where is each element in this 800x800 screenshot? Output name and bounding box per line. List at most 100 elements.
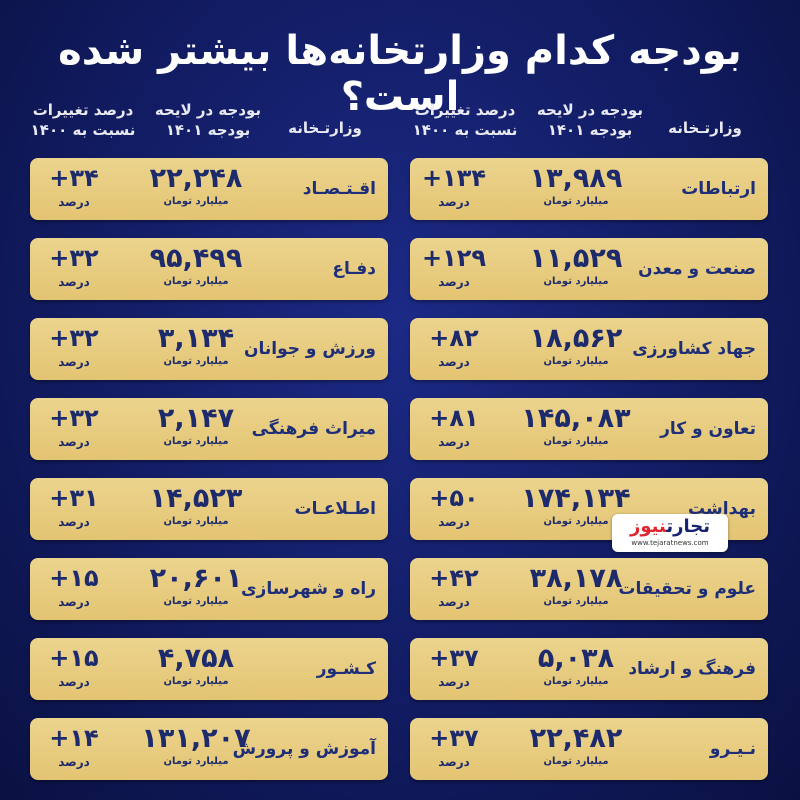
table-row: نـیـرو ۲۲,۴۸۲ میلیارد تومان +۳۷ درصد — [410, 718, 768, 780]
change-unit: درصد — [58, 595, 90, 609]
change-unit: درصد — [438, 515, 470, 529]
table-row: آموزش و پرورش ۱۳۱,۲۰۷ میلیارد تومان +۱۴ درصد — [30, 718, 388, 780]
budget-unit: میلیارد تومان — [163, 276, 229, 287]
change-unit: درصد — [58, 195, 90, 209]
ministry-name: نـیـرو — [709, 739, 756, 759]
header-budget-right: بودجه در لایحه بودجه ۱۴۰۱ — [536, 101, 644, 139]
change-value: +۳۱ — [49, 484, 99, 512]
change-unit: درصد — [58, 675, 90, 689]
logo-url: www.tejaratnews.com — [631, 539, 709, 547]
budget-value: ۲۰,۶۰۱ — [149, 563, 243, 594]
budget-value: ۱۸,۵۶۲ — [529, 323, 623, 354]
ministry-name: تعاون و کار — [660, 419, 756, 439]
change-value: +۱۴ — [49, 724, 99, 752]
budget-value: ۴,۷۵۸ — [157, 643, 235, 674]
table-row: جهاد کشاورزی ۱۸,۵۶۲ میلیارد تومان +۸۲ درصد — [410, 318, 768, 380]
budget-unit: میلیارد تومان — [163, 436, 229, 447]
ministry-name: اقـتـصـاد — [302, 179, 376, 199]
change-unit: درصد — [438, 675, 470, 689]
budget-value: ۱۳,۹۸۹ — [529, 163, 623, 194]
change-unit: درصد — [438, 595, 470, 609]
budget-value: ۳۸,۱۷۸ — [529, 563, 623, 594]
ministry-name: دفـاع — [332, 259, 376, 279]
table-row: دفـاع ۹۵,۴۹۹ میلیارد تومان +۳۲ درصد — [30, 238, 388, 300]
change-unit: درصد — [438, 275, 470, 289]
budget-unit: میلیارد تومان — [543, 516, 609, 527]
ministry-name: اطـلاعـات — [294, 499, 376, 519]
change-value: +۳۲ — [49, 404, 99, 432]
change-value: +۴۲ — [429, 564, 479, 592]
budget-unit: میلیارد تومان — [543, 196, 609, 207]
header-change-right: درصد تغییرات نسبت به ۱۴۰۰ — [412, 101, 518, 139]
budget-unit: میلیارد تومان — [163, 756, 229, 767]
change-value: +۵۰ — [429, 484, 479, 512]
budget-unit: میلیارد تومان — [543, 356, 609, 367]
budget-value: ۲۲,۲۴۸ — [149, 163, 243, 194]
table-row: ارتباطات ۱۳,۹۸۹ میلیارد تومان +۱۳۴ درصد — [410, 158, 768, 220]
budget-unit: میلیارد تومان — [543, 276, 609, 287]
budget-value: ۵,۰۳۸ — [537, 643, 615, 674]
budget-unit: میلیارد تومان — [543, 596, 609, 607]
change-unit: درصد — [58, 435, 90, 449]
change-unit: درصد — [438, 435, 470, 449]
table-row: راه و شهرسازی ۲۰,۶۰۱ میلیارد تومان +۱۵ درصد — [30, 558, 388, 620]
budget-unit: میلیارد تومان — [163, 356, 229, 367]
header-change-left: درصد تغییرات نسبت به ۱۴۰۰ — [30, 101, 136, 139]
budget-value: ۳,۱۳۴ — [157, 323, 235, 354]
change-value: +۱۳۴ — [421, 164, 487, 192]
ministry-name: صنعت و معدن — [638, 259, 756, 279]
header-budget-left: بودجه در لایحه بودجه ۱۴۰۱ — [154, 101, 262, 139]
budget-unit: میلیارد تومان — [163, 676, 229, 687]
ministry-name: علوم و تحقیقات — [618, 579, 756, 599]
change-unit: درصد — [438, 195, 470, 209]
table-row: صنعت و معدن ۱۱,۵۲۹ میلیارد تومان +۱۲۹ درصد — [410, 238, 768, 300]
change-value: +۳۷ — [429, 644, 479, 672]
ministry-name: کـشـور — [316, 659, 376, 679]
logo-text-part2: نیوز — [630, 516, 667, 537]
ministry-name: آموزش و پرورش — [232, 739, 376, 759]
change-unit: درصد — [58, 515, 90, 529]
change-unit: درصد — [438, 755, 470, 769]
budget-value: ۲۲,۴۸۲ — [529, 723, 623, 754]
table-row: کـشـور ۴,۷۵۸ میلیارد تومان +۱۵ درصد — [30, 638, 388, 700]
budget-unit: میلیارد تومان — [163, 516, 229, 527]
ministry-name: راه و شهرسازی — [240, 579, 376, 599]
ministry-name: ارتباطات — [681, 179, 756, 199]
ministry-name: فرهنگ و ارشاد — [628, 659, 756, 679]
change-value: +۳۴ — [49, 164, 99, 192]
table-row: فرهنگ و ارشاد ۵,۰۳۸ میلیارد تومان +۳۷ درصد — [410, 638, 768, 700]
header-ministry-right: وزارتـخانه — [668, 119, 742, 137]
change-value: +۱۵ — [49, 564, 99, 592]
change-value: +۸۱ — [429, 404, 479, 432]
table-row: میراث فرهنگی ۲,۱۴۷ میلیارد تومان +۳۲ درصد — [30, 398, 388, 460]
budget-value: ۱۱,۵۲۹ — [529, 243, 623, 274]
change-unit: درصد — [58, 755, 90, 769]
budget-value: ۲,۱۴۷ — [157, 403, 235, 434]
table-row: ورزش و جوانان ۳,۱۳۴ میلیارد تومان +۳۲ درصد — [30, 318, 388, 380]
budget-unit: میلیارد تومان — [543, 436, 609, 447]
ministry-name: میراث فرهنگی — [251, 419, 376, 439]
budget-unit: میلیارد تومان — [163, 596, 229, 607]
change-unit: درصد — [58, 355, 90, 369]
budget-value: ۹۵,۴۹۹ — [149, 243, 243, 274]
budget-value: ۱۴۵,۰۸۳ — [521, 403, 631, 434]
change-unit: درصد — [438, 355, 470, 369]
change-value: +۸۲ — [429, 324, 479, 352]
budget-unit: میلیارد تومان — [163, 196, 229, 207]
header-ministry-left: وزارتـخانه — [288, 119, 362, 137]
table-row: تعاون و کار ۱۴۵,۰۸۳ میلیارد تومان +۸۱ درصد — [410, 398, 768, 460]
change-value: +۱۲۹ — [421, 244, 487, 272]
change-value: +۳۲ — [49, 324, 99, 352]
table-row: اطـلاعـات ۱۴,۵۲۳ میلیارد تومان +۳۱ درصد — [30, 478, 388, 540]
change-value: +۱۵ — [49, 644, 99, 672]
change-value: +۳۲ — [49, 244, 99, 272]
page-title: بودجه کدام وزارتخانه‌ها بیشتر شده است؟ — [58, 28, 742, 120]
table-row: علوم و تحقیقات ۳۸,۱۷۸ میلیارد تومان +۴۲ درصد — [410, 558, 768, 620]
change-value: +۳۷ — [429, 724, 479, 752]
tejaratnews-logo: تجارتنیوز www.tejaratnews.com — [612, 514, 728, 552]
ministry-name: ورزش و جوانان — [243, 339, 376, 359]
ministry-name: جهاد کشاورزی — [632, 339, 756, 359]
budget-unit: میلیارد تومان — [543, 676, 609, 687]
budget-value: ۱۴,۵۲۳ — [149, 483, 243, 514]
budget-value: ۱۷۴,۱۳۴ — [521, 483, 631, 514]
